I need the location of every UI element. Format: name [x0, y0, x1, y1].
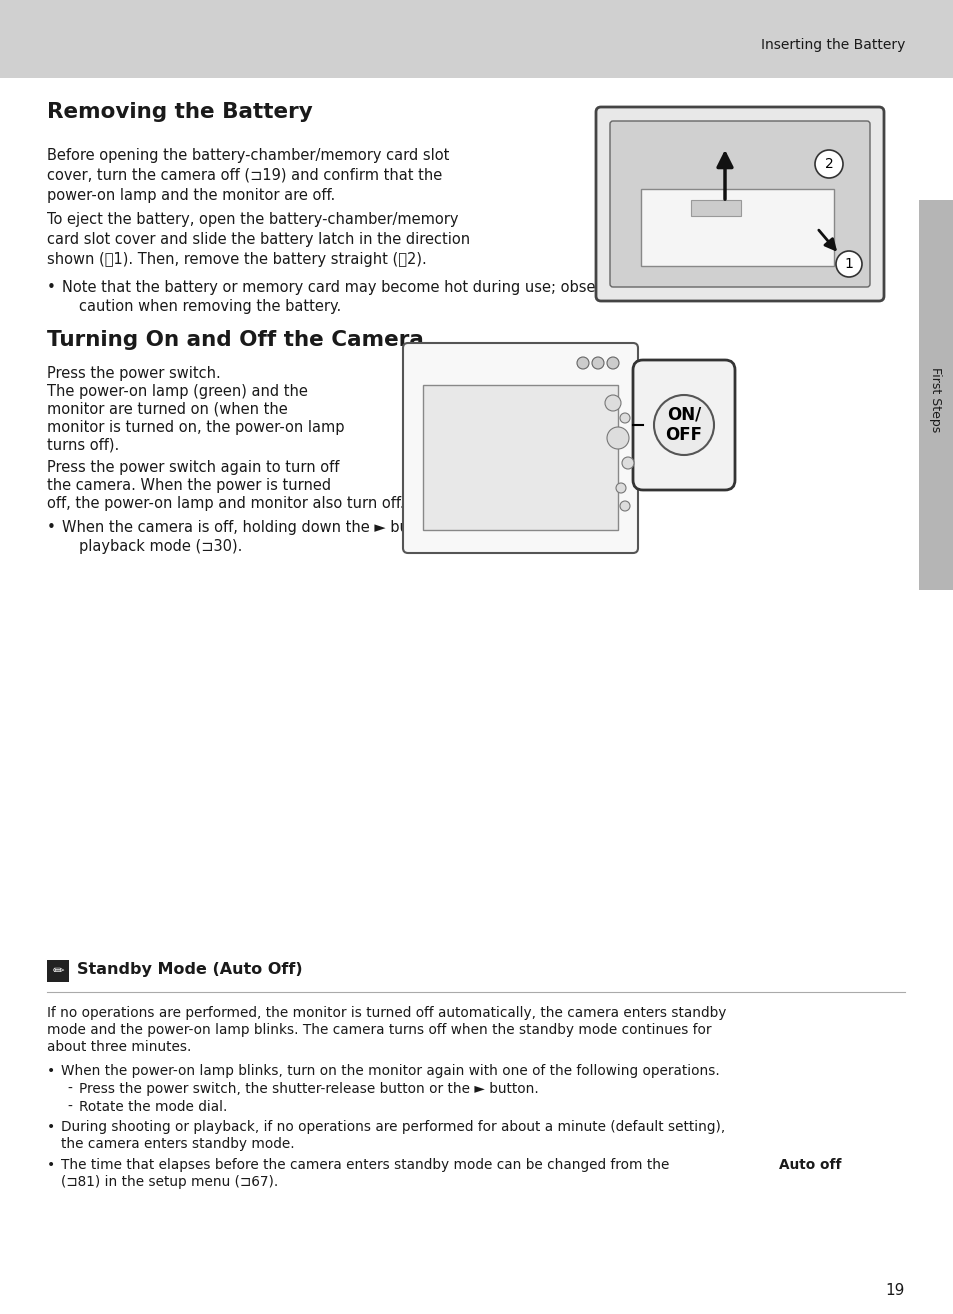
Bar	[918, 200, 953, 590]
Circle shape	[654, 396, 713, 455]
Text: caution when removing the battery.: caution when removing the battery.	[79, 300, 341, 314]
Text: Note that the battery or memory card may become hot during use; observe due: Note that the battery or memory card may…	[62, 280, 651, 296]
Text: •: •	[47, 1064, 55, 1077]
Bar	[640, 189, 833, 265]
Text: •: •	[47, 280, 56, 296]
Bar	[47, 961, 69, 982]
Text: mode and the power-on lamp blinks. The camera turns off when the standby mode co: mode and the power-on lamp blinks. The c…	[47, 1024, 711, 1037]
Text: The time that elapses before the camera enters standby mode can be changed from : The time that elapses before the camera …	[61, 1158, 673, 1172]
Text: During shooting or playback, if no operations are performed for about a minute (: During shooting or playback, if no opera…	[61, 1120, 724, 1134]
Text: Inserting the Battery: Inserting the Battery	[760, 38, 904, 53]
Text: monitor are turned on (when the: monitor are turned on (when the	[47, 402, 288, 417]
Text: •: •	[47, 1158, 55, 1172]
Bar	[690, 200, 740, 215]
Text: -: -	[67, 1081, 71, 1096]
Circle shape	[619, 501, 629, 511]
Text: When the power-on lamp blinks, turn on the monitor again with one of the followi: When the power-on lamp blinks, turn on t…	[61, 1064, 719, 1077]
FancyBboxPatch shape	[633, 360, 734, 490]
Text: cover, turn the camera off (⊐19) and confirm that the: cover, turn the camera off (⊐19) and con…	[47, 168, 442, 183]
Text: •: •	[47, 520, 56, 535]
Circle shape	[616, 484, 625, 493]
Text: ON/
OFF: ON/ OFF	[665, 406, 701, 444]
Circle shape	[835, 251, 862, 277]
Text: If no operations are performed, the monitor is turned off automatically, the cam: If no operations are performed, the moni…	[47, 1007, 725, 1020]
Circle shape	[577, 357, 588, 369]
Circle shape	[814, 150, 842, 177]
Text: Press the power switch.: Press the power switch.	[47, 367, 220, 381]
Text: playback mode (⊐30).: playback mode (⊐30).	[79, 539, 242, 555]
Circle shape	[606, 427, 628, 449]
Circle shape	[606, 357, 618, 369]
Text: First Steps: First Steps	[928, 368, 942, 432]
Text: Auto off: Auto off	[779, 1158, 841, 1172]
Text: shown (␱1). Then, remove the battery straight (␲2).: shown (␱1). Then, remove the battery str…	[47, 252, 426, 267]
Circle shape	[621, 457, 634, 469]
Text: Rotate the mode dial.: Rotate the mode dial.	[79, 1100, 227, 1114]
Text: the camera. When the power is turned: the camera. When the power is turned	[47, 478, 331, 493]
Text: monitor is turned on, the power-on lamp: monitor is turned on, the power-on lamp	[47, 420, 344, 435]
Text: -: -	[67, 1100, 71, 1114]
Text: the camera enters standby mode.: the camera enters standby mode.	[61, 1137, 294, 1151]
Text: card slot cover and slide the battery latch in the direction: card slot cover and slide the battery la…	[47, 233, 470, 247]
Text: When the camera is off, holding down the ► button turns on the camera in: When the camera is off, holding down the…	[62, 520, 611, 535]
Text: 2: 2	[823, 156, 833, 171]
Circle shape	[604, 396, 620, 411]
FancyBboxPatch shape	[402, 343, 638, 553]
Text: 1: 1	[843, 258, 853, 271]
Text: Removing the Battery: Removing the Battery	[47, 102, 313, 122]
Circle shape	[592, 357, 603, 369]
Text: •: •	[47, 1120, 55, 1134]
FancyBboxPatch shape	[609, 121, 869, 286]
Text: Turning On and Off the Camera: Turning On and Off the Camera	[47, 330, 423, 350]
Text: off, the power-on lamp and monitor also turn off.: off, the power-on lamp and monitor also …	[47, 495, 404, 511]
Text: ✏: ✏	[52, 964, 64, 978]
Text: power-on lamp and the monitor are off.: power-on lamp and the monitor are off.	[47, 188, 335, 202]
Text: Standby Mode (Auto Off): Standby Mode (Auto Off)	[77, 962, 302, 978]
Text: about three minutes.: about three minutes.	[47, 1039, 192, 1054]
FancyBboxPatch shape	[596, 106, 883, 301]
Circle shape	[619, 413, 629, 423]
Bar	[422, 385, 618, 530]
Text: turns off).: turns off).	[47, 438, 119, 453]
Text: The power-on lamp (green) and the: The power-on lamp (green) and the	[47, 384, 308, 399]
Text: 19: 19	[884, 1282, 904, 1298]
Text: Press the power switch again to turn off: Press the power switch again to turn off	[47, 460, 339, 474]
Text: Before opening the battery-chamber/memory card slot: Before opening the battery-chamber/memor…	[47, 148, 449, 163]
Bar	[0, 0, 953, 78]
Text: (⊐81) in the setup menu (⊐67).: (⊐81) in the setup menu (⊐67).	[61, 1175, 278, 1189]
Text: To eject the battery, open the battery-chamber/memory: To eject the battery, open the battery-c…	[47, 212, 458, 227]
Text: Press the power switch, the shutter-release button or the ► button.: Press the power switch, the shutter-rele…	[79, 1081, 538, 1096]
